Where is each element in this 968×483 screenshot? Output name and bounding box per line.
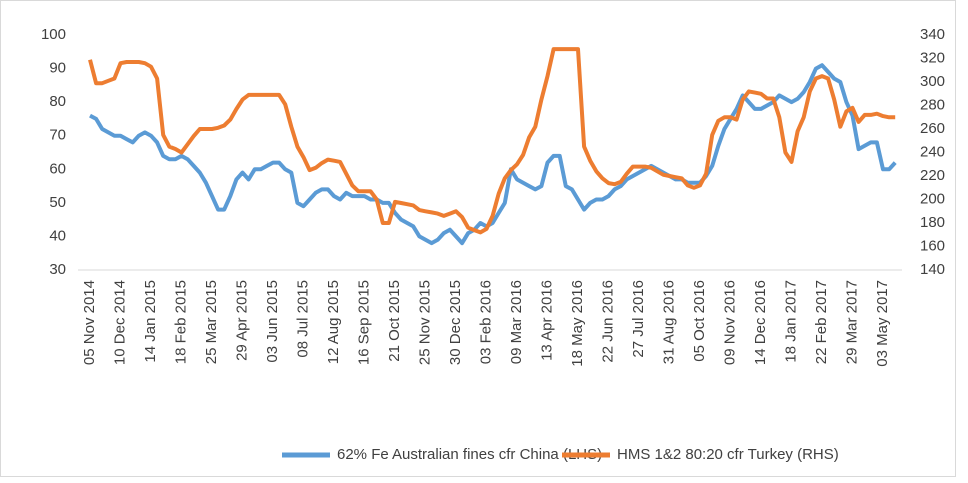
x-tick-label: 25 Nov 2015 xyxy=(416,280,433,365)
y2-tick-label: 140 xyxy=(920,261,945,278)
x-tick-label: 25 Mar 2015 xyxy=(203,280,220,364)
x-tick-label: 22 Jun 2016 xyxy=(599,280,616,363)
y-tick-label: 60 xyxy=(49,160,66,177)
x-tick-label: 16 Sep 2015 xyxy=(355,280,372,365)
x-tick-label: 18 Jan 2017 xyxy=(782,280,799,363)
x-tick-label: 22 Feb 2017 xyxy=(813,280,830,364)
y2-tick-label: 280 xyxy=(920,96,945,113)
x-tick-label: 29 Mar 2017 xyxy=(843,280,860,364)
x-tick-label: 10 Dec 2014 xyxy=(111,280,128,365)
y2-tick-label: 320 xyxy=(920,49,945,66)
x-tick-label: 09 Nov 2016 xyxy=(721,280,738,365)
y2-tick-label: 260 xyxy=(920,120,945,137)
x-tick-label: 18 May 2016 xyxy=(569,280,586,367)
x-tick-label: 21 Oct 2015 xyxy=(386,280,403,362)
y-tick-label: 50 xyxy=(49,194,66,211)
x-tick-label: 12 Aug 2015 xyxy=(325,280,342,364)
x-tick-label: 03 Feb 2016 xyxy=(477,280,494,364)
y-tick-label: 90 xyxy=(49,60,66,77)
chart-border xyxy=(0,0,956,477)
legend-label: 62% Fe Australian fines cfr China (LHS) xyxy=(337,446,602,463)
x-tick-label: 13 Apr 2016 xyxy=(538,280,555,361)
x-tick-label: 05 Nov 2014 xyxy=(81,280,98,365)
y-tick-label: 40 xyxy=(49,227,66,244)
x-tick-label: 05 Oct 2016 xyxy=(691,280,708,362)
y2-tick-label: 160 xyxy=(920,237,945,254)
x-tick-label: 09 Mar 2016 xyxy=(508,280,525,364)
x-tick-label: 31 Aug 2016 xyxy=(660,280,677,364)
x-tick-label: 18 Feb 2015 xyxy=(172,280,189,364)
y2-tick-label: 240 xyxy=(920,143,945,160)
x-tick-label: 27 Jul 2016 xyxy=(630,280,647,358)
y2-tick-label: 300 xyxy=(920,73,945,90)
y2-tick-label: 220 xyxy=(920,167,945,184)
y2-tick-label: 340 xyxy=(920,26,945,43)
y-tick-label: 30 xyxy=(49,261,66,278)
y-tick-label: 100 xyxy=(41,26,66,43)
series-line xyxy=(88,47,896,235)
x-tick-label: 08 Jul 2015 xyxy=(294,280,311,358)
y-tick-label: 80 xyxy=(49,93,66,110)
x-tick-label: 14 Dec 2016 xyxy=(752,280,769,365)
legend-label: HMS 1&2 80:20 cfr Turkey (RHS) xyxy=(617,446,839,463)
x-tick-label: 29 Apr 2015 xyxy=(233,280,250,361)
x-tick-label: 03 May 2017 xyxy=(874,280,891,367)
y2-tick-label: 200 xyxy=(920,190,945,207)
series-line xyxy=(89,63,897,246)
y-tick-label: 70 xyxy=(49,127,66,144)
x-tick-label: 14 Jan 2015 xyxy=(142,280,159,363)
x-tick-label: 03 Jun 2015 xyxy=(264,280,281,363)
x-tick-label: 30 Dec 2015 xyxy=(447,280,464,365)
y2-tick-label: 180 xyxy=(920,214,945,231)
